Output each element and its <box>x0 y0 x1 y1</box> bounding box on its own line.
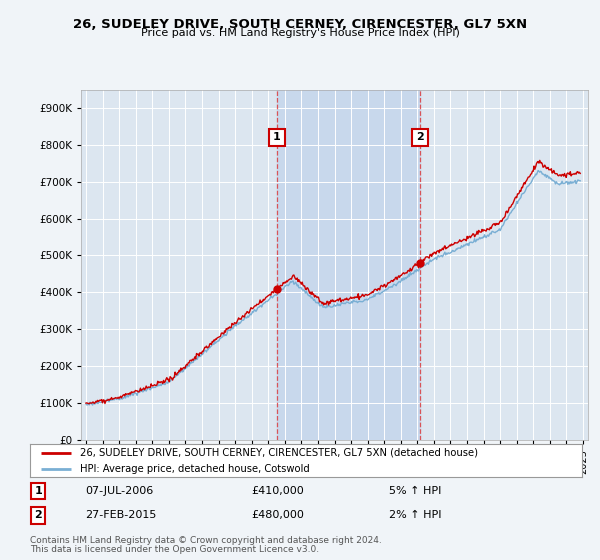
Text: 26, SUDELEY DRIVE, SOUTH CERNEY, CIRENCESTER, GL7 5XN: 26, SUDELEY DRIVE, SOUTH CERNEY, CIRENCE… <box>73 18 527 31</box>
Text: 1: 1 <box>34 486 42 496</box>
Text: Contains HM Land Registry data © Crown copyright and database right 2024.: Contains HM Land Registry data © Crown c… <box>30 536 382 545</box>
Bar <box>277 90 420 440</box>
Text: £480,000: £480,000 <box>251 510 304 520</box>
Text: £410,000: £410,000 <box>251 486 304 496</box>
Text: Price paid vs. HM Land Registry's House Price Index (HPI): Price paid vs. HM Land Registry's House … <box>140 28 460 38</box>
Text: 2: 2 <box>416 133 424 142</box>
Text: 2: 2 <box>34 510 42 520</box>
Text: 2% ↑ HPI: 2% ↑ HPI <box>389 510 442 520</box>
Text: 1: 1 <box>273 133 281 142</box>
Text: 27-FEB-2015: 27-FEB-2015 <box>85 510 157 520</box>
Text: HPI: Average price, detached house, Cotswold: HPI: Average price, detached house, Cots… <box>80 464 310 474</box>
Text: 26, SUDELEY DRIVE, SOUTH CERNEY, CIRENCESTER, GL7 5XN (detached house): 26, SUDELEY DRIVE, SOUTH CERNEY, CIRENCE… <box>80 448 478 458</box>
Text: This data is licensed under the Open Government Licence v3.0.: This data is licensed under the Open Gov… <box>30 545 319 554</box>
Text: 07-JUL-2006: 07-JUL-2006 <box>85 486 154 496</box>
Text: 5% ↑ HPI: 5% ↑ HPI <box>389 486 441 496</box>
